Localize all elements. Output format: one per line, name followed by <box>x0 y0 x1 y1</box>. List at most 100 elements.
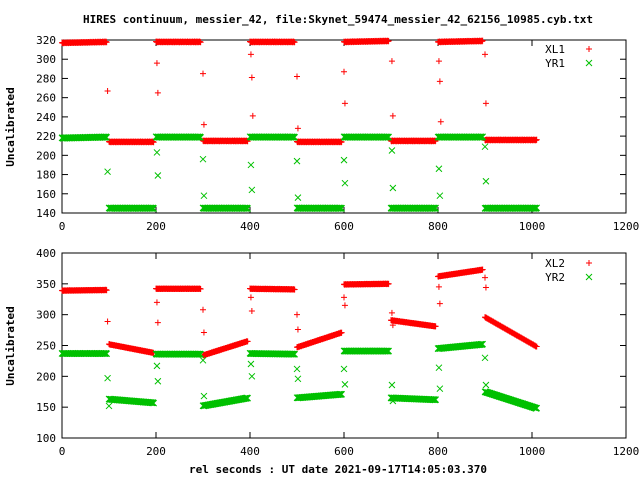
data-point <box>437 118 444 125</box>
legend-label: YR2 <box>545 271 565 284</box>
y-tick-label: 400 <box>36 247 56 260</box>
legend-label: XL1 <box>545 43 565 56</box>
data-point <box>341 100 348 107</box>
data-point <box>104 168 111 176</box>
y-tick-label: 180 <box>36 169 56 182</box>
data-point <box>200 70 206 77</box>
y-tick-label: 300 <box>36 309 56 322</box>
series-XL2 <box>59 266 540 359</box>
data-point <box>435 165 443 173</box>
data-point <box>197 39 204 46</box>
data-point <box>533 136 540 143</box>
x-tick-label: 1000 <box>519 445 546 458</box>
y-tick-label: 140 <box>36 207 56 220</box>
series-YR1 <box>58 133 541 212</box>
data-point <box>293 157 301 165</box>
lower-panel: 0 200 400 600 800 1000 1200 100 150 200 250 300 350 4… <box>36 247 639 458</box>
data-point <box>341 179 349 187</box>
x-tick-label: 0 <box>59 220 66 233</box>
y-tick-label: 160 <box>36 188 56 201</box>
x-tick-label: 400 <box>240 445 260 458</box>
x-tick-label: 800 <box>428 220 448 233</box>
data-point <box>533 204 541 212</box>
legend-marker <box>585 59 593 67</box>
y-tick-label: 200 <box>36 370 56 383</box>
data-point <box>482 51 488 58</box>
data-point <box>150 139 157 146</box>
x-tick-label: 0 <box>59 445 66 458</box>
data-point <box>153 149 161 156</box>
y-tick-label: 320 <box>36 34 56 47</box>
legend-marker <box>586 46 592 52</box>
data-point <box>294 194 302 201</box>
data-point <box>389 184 397 192</box>
y-tick-label: 300 <box>36 53 56 66</box>
data-point <box>432 204 440 212</box>
legend-marker <box>586 260 592 266</box>
y-tick-label: 240 <box>36 111 56 124</box>
y-tick-label: 150 <box>36 401 56 414</box>
data-point <box>248 74 255 81</box>
data-point <box>338 204 346 212</box>
y-tick-label: 220 <box>36 130 56 143</box>
x-tick-label: 1200 <box>613 220 640 233</box>
x-tick-label: 800 <box>428 445 448 458</box>
x-tick-label: 600 <box>334 445 354 458</box>
data-point <box>154 89 161 96</box>
data-point <box>294 125 301 132</box>
data-point <box>247 51 254 58</box>
series-XL1 <box>59 37 540 146</box>
x-tick-label: 1200 <box>613 445 640 458</box>
x-tick-label: 200 <box>146 445 166 458</box>
y-tick-label: 350 <box>36 278 56 291</box>
data-point <box>385 133 393 141</box>
x-tick-label: 200 <box>146 220 166 233</box>
data-point <box>247 161 255 169</box>
y-tick-label: 200 <box>36 149 56 162</box>
data-point <box>436 78 443 85</box>
data-point <box>248 186 256 194</box>
data-point <box>340 156 348 164</box>
legend-label: YR1 <box>545 57 565 70</box>
data-point <box>385 37 392 44</box>
x-tick-label: 1000 <box>519 220 546 233</box>
upper-y-axis-label: Uncalibrated <box>4 87 17 166</box>
data-point <box>249 112 256 119</box>
data-point <box>200 121 207 128</box>
data-point <box>244 205 252 212</box>
y-tick-label: 260 <box>36 92 56 105</box>
chart-title: HIRES continuum, messier_42, file:Skynet… <box>83 13 593 26</box>
data-point <box>197 134 205 141</box>
data-point <box>389 112 396 119</box>
data-point <box>435 58 442 65</box>
data-point <box>481 143 489 151</box>
data-point <box>479 133 487 141</box>
legend-label: XL2 <box>545 257 565 270</box>
data-point <box>388 147 396 154</box>
data-point <box>291 39 298 46</box>
y-tick-label: 280 <box>36 72 56 85</box>
data-point <box>482 177 490 185</box>
data-point <box>154 172 162 179</box>
data-point <box>103 134 111 141</box>
data-point <box>294 73 300 80</box>
data-point <box>103 39 110 46</box>
data-point <box>436 192 444 200</box>
legend-marker <box>585 273 593 281</box>
data-point <box>199 155 207 163</box>
data-point <box>341 68 347 75</box>
data-point <box>153 60 160 67</box>
data-point <box>479 37 486 44</box>
lower-y-axis-label: Uncalibrated <box>4 306 17 385</box>
y-tick-label: 250 <box>36 340 56 353</box>
data-point <box>104 87 111 94</box>
upper-panel: 0 200 400 600 800 1000 1200 140 160 180 200 220 240 2… <box>36 34 639 233</box>
x-axis-label: rel seconds : UT date 2021-09-17T14:05:0… <box>189 463 487 476</box>
x-tick-label: 400 <box>240 220 260 233</box>
data-point <box>482 100 489 107</box>
data-point <box>150 205 158 212</box>
y-tick-label: 100 <box>36 432 56 445</box>
x-tick-label: 600 <box>334 220 354 233</box>
data-point <box>291 133 299 141</box>
